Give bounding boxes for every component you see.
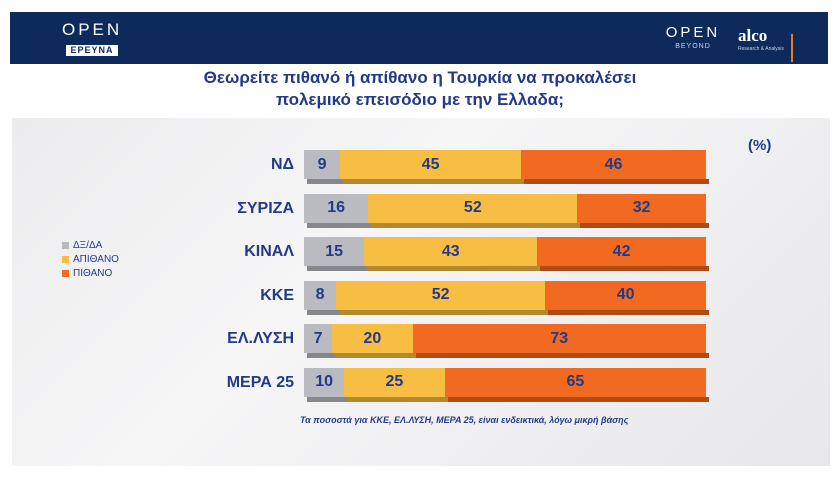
- bar-segment: 46: [521, 150, 706, 179]
- bar-segment-shadow: [524, 179, 709, 184]
- header-bar: OPEN ΕΡΕΥΝΑ OPEN BEYOND alco Research & …: [10, 12, 828, 64]
- legend-label: ΔΞ/ΔΑ: [73, 239, 103, 251]
- bar-segment: 25: [344, 367, 445, 397]
- data-label: 45: [421, 155, 440, 173]
- unit-label: (%): [748, 137, 772, 154]
- category-label: ΚΚΕ: [260, 286, 294, 304]
- data-label: 42: [612, 242, 631, 260]
- alco-logo: alco Research & Analysis: [738, 26, 788, 53]
- category-label: ΕΛ.ΛΥΣΗ: [227, 330, 294, 347]
- bar-segment-shadow: [415, 353, 709, 358]
- open-beyond-logo: OPEN BEYOND: [662, 24, 724, 51]
- footnote: Τα ποσοστά για ΚΚΕ, ΕΛ.ΛΥΣΗ, ΜΕΡΑ 25, εί…: [300, 415, 629, 425]
- data-label: 52: [463, 199, 482, 216]
- chart-title: Θεωρείτε πιθανό ή απίθανο η Τουρκία να π…: [90, 67, 750, 111]
- legend-swatch: [62, 255, 69, 263]
- bar-segment-shadow: [371, 222, 581, 228]
- bar-segment: 45: [340, 150, 522, 179]
- bar-segment: 10: [304, 367, 345, 397]
- bar-segment: 32: [577, 193, 706, 223]
- data-label: 8: [315, 286, 325, 303]
- legend-label: ΠΙΘΑΝΟ: [73, 267, 113, 279]
- alco-word: alco: [738, 26, 768, 45]
- chart-title-line-2: πολεμικό επεισόδιο με την Ελλαδα;: [276, 90, 564, 109]
- bar-segment-shadow: [540, 266, 709, 271]
- bar-segment-shadow: [307, 179, 344, 184]
- data-label: 40: [616, 286, 635, 303]
- open-erevna-logo: OPEN ΕΡΕΥΝΑ: [62, 20, 122, 58]
- logo-left-word: OPEN: [62, 20, 123, 39]
- bar-segment-shadow: [307, 222, 372, 228]
- bar-segment-shadow: [307, 396, 348, 402]
- data-label: 9: [317, 155, 327, 173]
- logo-right-word: OPEN: [665, 24, 721, 41]
- bar-segment-shadow: [307, 353, 336, 358]
- bar-segment-shadow: [347, 396, 448, 402]
- bar-segment-shadow: [335, 353, 416, 358]
- bar-segment: 8: [304, 280, 337, 310]
- bar-segment-shadow: [307, 309, 340, 315]
- alco-accent-bar: [791, 34, 793, 62]
- data-label: 15: [325, 242, 344, 260]
- alco-sub: Research & Analysis: [738, 46, 784, 52]
- bar-segment: 15: [304, 237, 365, 266]
- data-label: 73: [550, 329, 569, 347]
- data-label: 43: [441, 242, 460, 260]
- category-label: ΚΙΝΑΛ: [244, 243, 294, 260]
- category-label: ΜΕΡΑ 25: [226, 373, 294, 391]
- bar-segment: 42: [537, 237, 706, 266]
- data-label: 10: [315, 373, 333, 390]
- bar-segment: 52: [336, 280, 546, 310]
- bar-segment: 52: [368, 193, 578, 223]
- bar-segment-shadow: [367, 266, 541, 271]
- legend: ΔΞ/ΔΑ ΑΠΙΘΑΝΟ ΠΙΘΑΝΟ: [62, 238, 119, 280]
- data-label: 46: [604, 155, 623, 173]
- data-label: 65: [566, 373, 585, 390]
- bar-segment: 65: [444, 367, 706, 397]
- legend-swatch: [62, 269, 69, 277]
- bar-segment: 16: [304, 193, 369, 223]
- legend-label: ΑΠΙΘΑΝΟ: [73, 253, 119, 265]
- category-label: ΝΔ: [270, 156, 294, 173]
- bar-segment-shadow: [580, 222, 709, 228]
- data-label: 32: [632, 199, 651, 216]
- bar-segment: 40: [545, 280, 706, 310]
- bar-segment-shadow: [343, 179, 525, 184]
- data-label: 25: [385, 373, 404, 390]
- bar-segment: 9: [304, 150, 341, 179]
- bar-segment-shadow: [548, 309, 709, 315]
- data-label: 16: [327, 199, 346, 216]
- logo-left-sub: ΕΡΕΥΝΑ: [66, 45, 118, 56]
- data-label: 7: [313, 329, 323, 347]
- bar-segment: 73: [412, 324, 706, 353]
- bar-segment: 20: [332, 324, 413, 353]
- legend-item: ΑΠΙΘΑΝΟ: [62, 252, 119, 266]
- legend-item: ΠΙΘΑΝΟ: [62, 266, 119, 280]
- bar-segment: 43: [364, 237, 538, 266]
- category-label: ΣΥΡΙΖΑ: [237, 199, 294, 217]
- bar-segment: 7: [304, 324, 333, 353]
- legend-item: ΔΞ/ΔΑ: [62, 238, 119, 252]
- bar-segment-shadow: [307, 266, 368, 271]
- chart-title-line-1: Θεωρείτε πιθανό ή απίθανο η Τουρκία να π…: [203, 68, 637, 87]
- logo-right-sub: BEYOND: [675, 43, 711, 50]
- legend-swatch: [62, 241, 69, 249]
- bar-segment-shadow: [339, 309, 549, 315]
- data-label: 52: [431, 286, 450, 303]
- bar-segment-shadow: [447, 396, 709, 402]
- data-label: 20: [363, 329, 382, 347]
